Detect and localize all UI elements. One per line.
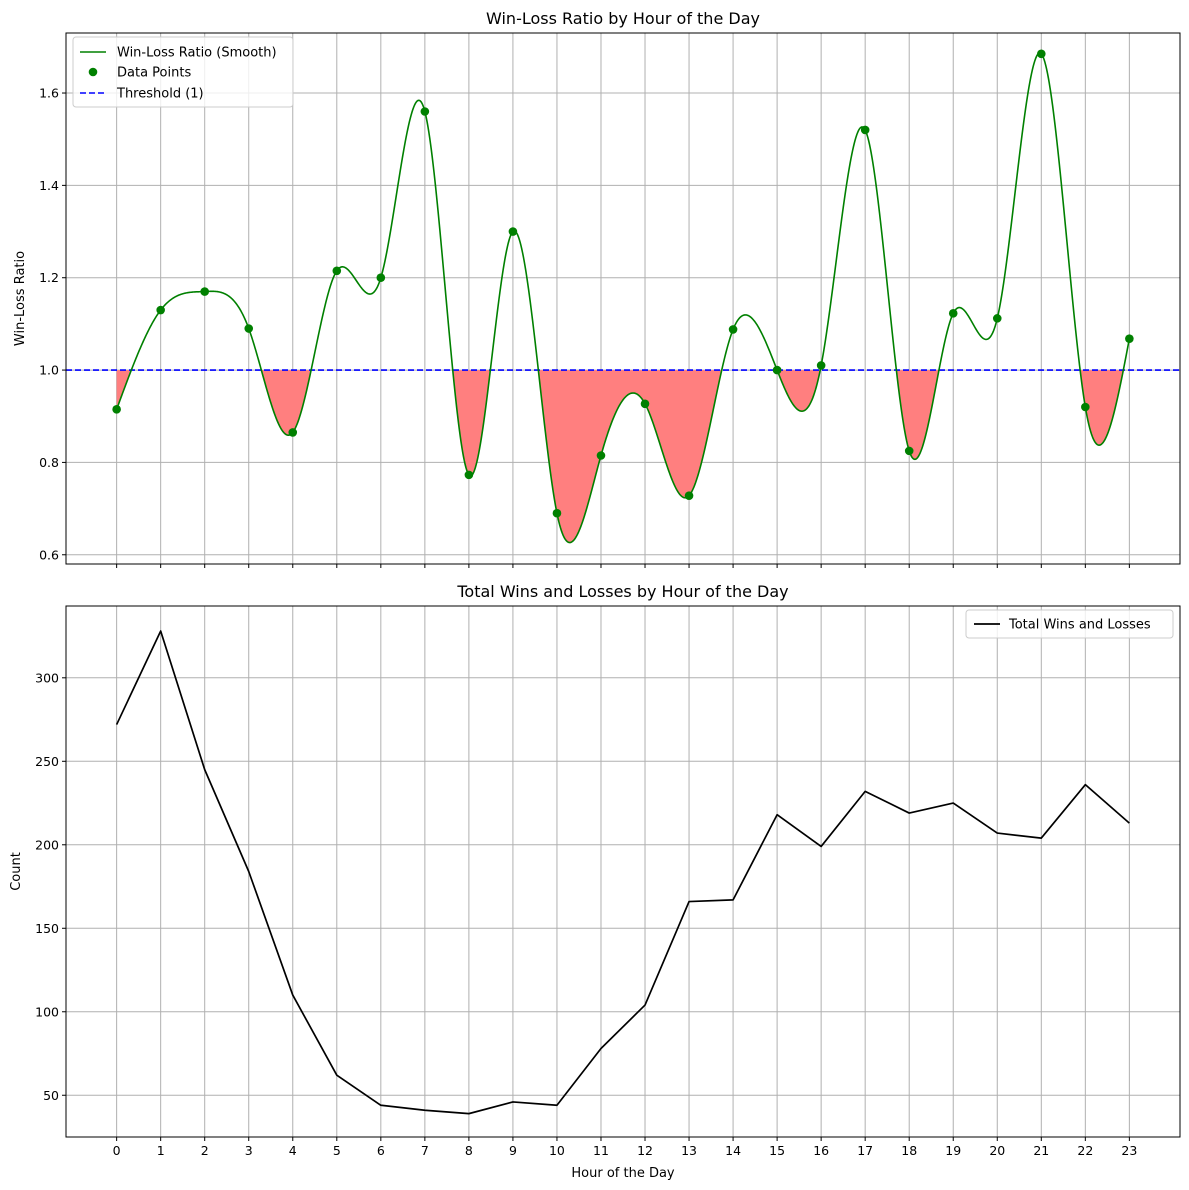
win-loss-ratio-chart: 0.6 0.8 1.0 1.2 1.4 1.6 Win-Loss Ratio by Hou… — [13, 9, 1181, 568]
y-tick-label: 100 — [35, 1004, 59, 1019]
legend-point-swatch — [88, 67, 98, 77]
y-tick-label: 150 — [35, 921, 59, 936]
legend-box — [72, 36, 294, 108]
x-tick-label: 8 — [465, 1143, 473, 1158]
x-tick-label: 13 — [681, 1143, 697, 1158]
data-point — [684, 491, 694, 500]
y-tick-label: 1.2 — [39, 270, 59, 285]
data-point — [640, 399, 650, 409]
data-point — [508, 227, 518, 236]
data-point — [156, 305, 165, 315]
data-point — [728, 325, 738, 334]
series-lines — [115, 630, 1130, 1115]
x-tick-label: 18 — [901, 1143, 917, 1158]
series-lines — [66, 52, 1180, 544]
below-threshold-fill — [116, 370, 1124, 543]
chart-title: Win-Loss Ratio by Hour of the Day — [486, 9, 760, 28]
y-tick-label: 300 — [35, 670, 59, 685]
data-point — [112, 405, 121, 414]
plot-frame — [65, 32, 1181, 565]
x-tick-label: 7 — [421, 1143, 429, 1158]
x-tick-label: 20 — [989, 1143, 1005, 1158]
data-point — [1125, 334, 1134, 343]
x-tick-label: 14 — [725, 1143, 741, 1158]
data-point — [420, 107, 430, 116]
x-tick-label: 19 — [945, 1143, 961, 1158]
below-threshold-region — [452, 370, 491, 476]
x-tick-label: 21 — [1033, 1143, 1049, 1158]
x-tick-label: 12 — [637, 1143, 653, 1158]
x-tick-label: 6 — [377, 1143, 385, 1158]
x-tick-label: 15 — [769, 1143, 785, 1158]
y-tick-label: 1.4 — [39, 178, 59, 193]
smooth-ratio-line — [115, 52, 1131, 544]
legend-label: Win-Loss Ratio (Smooth) — [117, 46, 277, 61]
data-point — [1037, 49, 1046, 59]
below-threshold-region — [1080, 370, 1124, 446]
below-threshold-region — [777, 370, 821, 412]
legend-label: Total Wins and Losses — [1008, 618, 1151, 633]
below-threshold-region — [116, 370, 132, 410]
y-tick-label: 50 — [43, 1088, 59, 1103]
axis-ticks: 0.6 0.8 1.0 1.2 1.4 1.6 — [39, 86, 1130, 568]
data-point — [1081, 402, 1090, 412]
data-point — [200, 287, 209, 296]
data-point — [904, 446, 914, 456]
data-point — [596, 451, 606, 460]
legend: Total Wins and Losses — [965, 609, 1174, 639]
legend: Win-Loss Ratio (Smooth) Data Points Thresh… — [72, 36, 294, 108]
data-point — [244, 324, 254, 333]
x-tick-label: 17 — [857, 1143, 873, 1158]
total-series-line — [115, 630, 1130, 1115]
axis-ticks: 0 1 2 3 4 5 6 7 8 9 10 11 12 13 14 15 16 17 18 19 20 21 22 2350… — [35, 670, 1137, 1158]
x-tick-label: 4 — [289, 1143, 297, 1158]
data-point — [772, 365, 782, 375]
data-point — [376, 273, 386, 283]
data-point — [992, 314, 1002, 323]
y-tick-label: 1.0 — [39, 363, 59, 378]
below-threshold-region — [896, 370, 939, 460]
x-tick-label: 2 — [201, 1143, 209, 1158]
y-tick-label: 0.6 — [39, 547, 59, 562]
data-point — [816, 361, 826, 370]
x-tick-label: 16 — [813, 1143, 829, 1158]
y-tick-label: 0.8 — [39, 455, 59, 470]
data-points — [112, 49, 1134, 518]
x-tick-label: 11 — [593, 1143, 609, 1158]
x-tick-label: 5 — [333, 1143, 341, 1158]
x-tick-label: 1 — [157, 1143, 165, 1158]
x-tick-label: 23 — [1121, 1143, 1137, 1158]
data-point — [464, 470, 474, 480]
below-threshold-region — [538, 370, 722, 543]
data-point — [332, 266, 342, 276]
x-tick-label: 0 — [113, 1143, 121, 1158]
y-tick-label: 1.6 — [39, 86, 59, 101]
x-tick-label: 9 — [509, 1143, 517, 1158]
chart-title: Total Wins and Losses by Hour of the Day — [456, 582, 788, 601]
legend-box — [965, 609, 1174, 639]
x-tick-label: 10 — [549, 1143, 565, 1158]
data-point — [552, 508, 562, 518]
y-tick-label: 250 — [35, 754, 59, 769]
data-point — [948, 308, 958, 318]
x-tick-label: 22 — [1077, 1143, 1093, 1158]
total-wins-losses-chart: 0 1 2 3 4 5 6 7 8 9 10 11 12 13 14 15 16 17 18 19 20 21 22 2350… — [9, 582, 1181, 1181]
y-tick-label: 200 — [35, 837, 59, 852]
data-point — [860, 125, 870, 135]
legend-label: Threshold (1) — [116, 87, 204, 102]
x-tick-label: 3 — [245, 1143, 253, 1158]
legend-label: Data Points — [117, 66, 191, 81]
y-axis-label: Win-Loss Ratio — [13, 251, 28, 346]
y-axis-label: Count — [9, 852, 24, 891]
x-axis-label: Hour of the Day — [571, 1166, 675, 1181]
plot-frame — [65, 605, 1181, 1138]
data-point — [288, 428, 298, 437]
